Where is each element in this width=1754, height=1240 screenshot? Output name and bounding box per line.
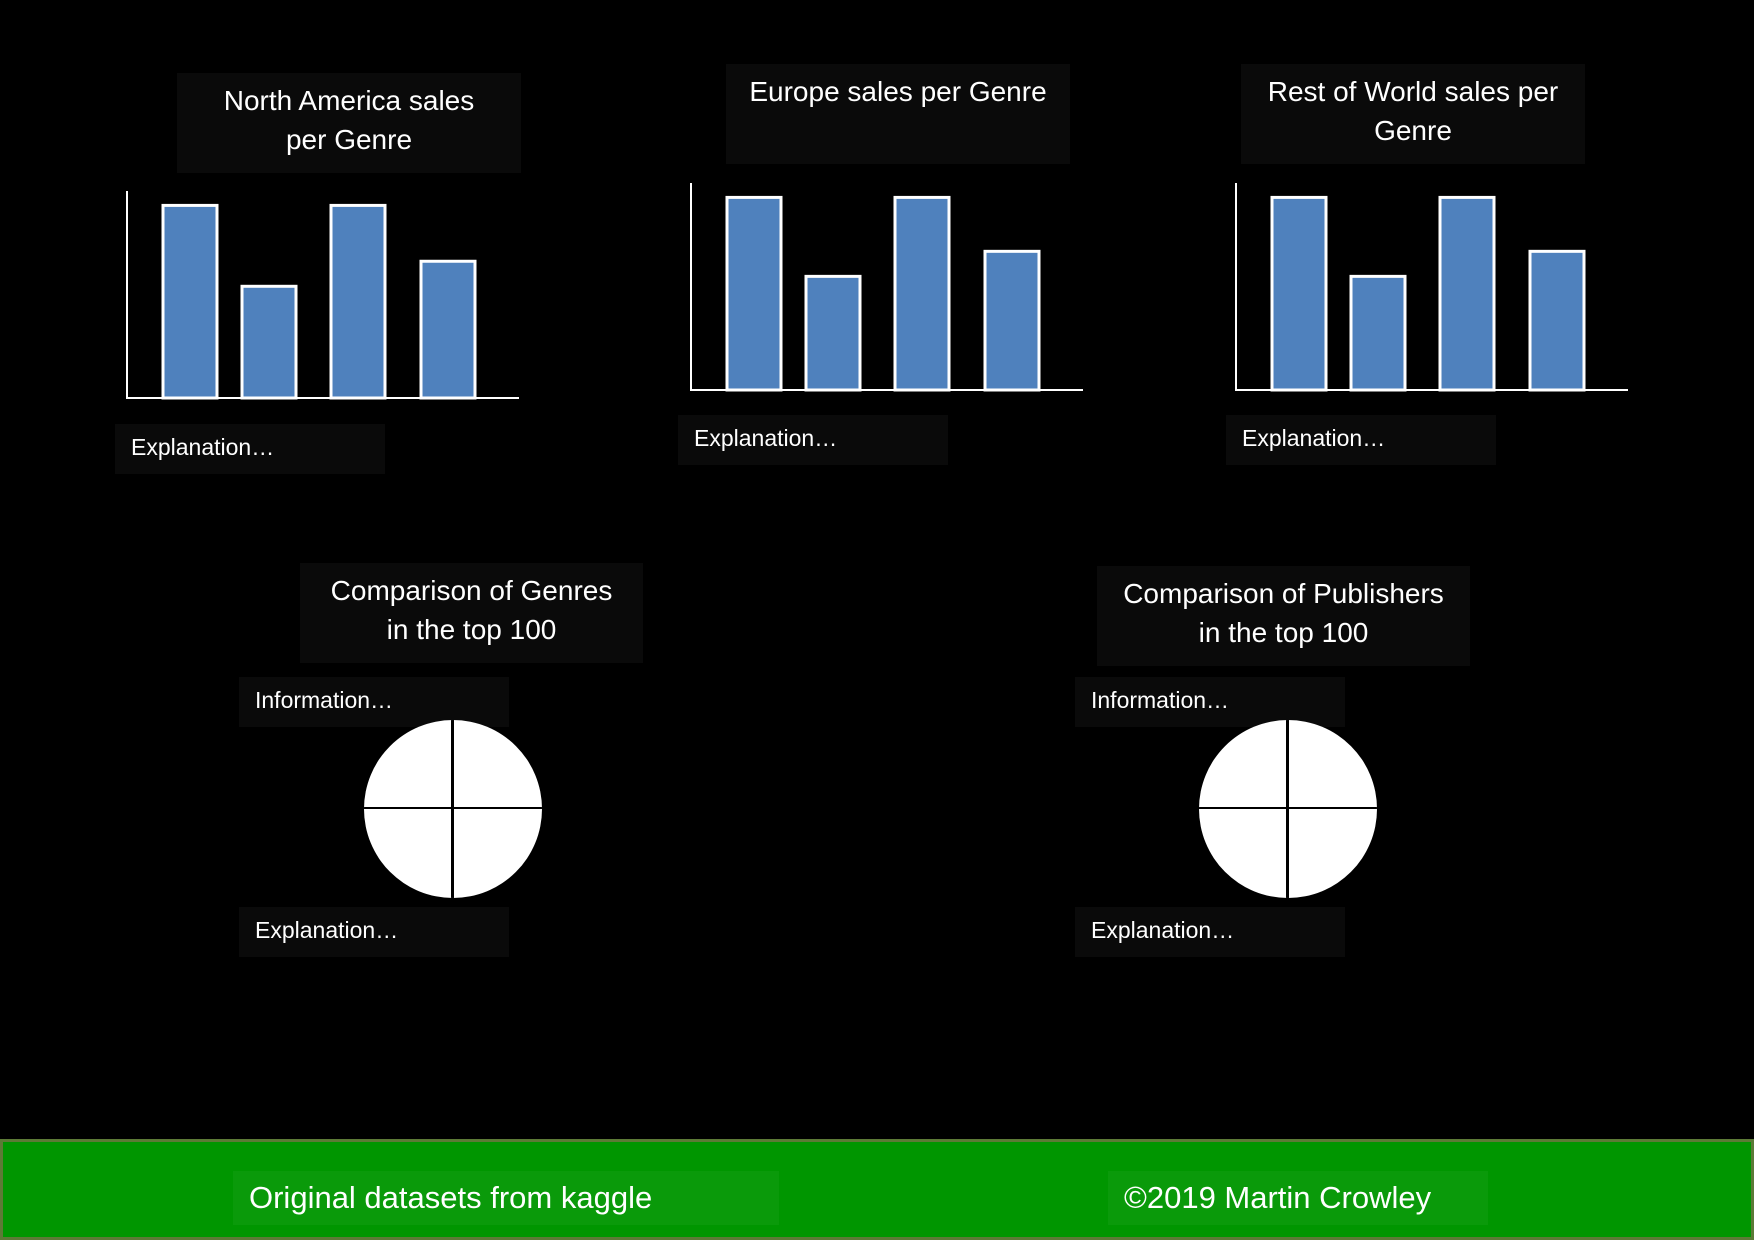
pie-information-genres: Information…	[239, 677, 509, 727]
chart-bar-2	[240, 284, 298, 400]
pie-title-publishers: Comparison of Publishers in the top 100	[1097, 566, 1470, 666]
chart-bar-3	[1438, 195, 1496, 392]
footer-bar: Original datasets from kaggle ©2019 Mart…	[0, 1139, 1754, 1240]
footer-right-box	[1108, 1171, 1488, 1225]
pie-explanation-genres: Explanation…	[239, 907, 509, 957]
chart-axes	[1235, 183, 1628, 391]
chart-explanation-europe: Explanation…	[678, 415, 948, 465]
footer-source-credit: Original datasets from kaggle	[249, 1180, 653, 1215]
chart-bar-2	[1349, 274, 1407, 392]
pie-chart-publishers	[1199, 720, 1377, 898]
chart-explanation-rest-of-world: Explanation…	[1226, 415, 1496, 465]
footer-copyright: ©2019 Martin Crowley	[1124, 1180, 1432, 1215]
chart-title-rest-of-world: Rest of World sales per Genre	[1241, 64, 1585, 164]
chart-bar-1	[1270, 195, 1328, 392]
bar-chart-north-america	[126, 191, 519, 400]
bar-chart-europe	[690, 183, 1083, 392]
pie-divider-horizontal	[1199, 807, 1377, 809]
chart-explanation-north-america: Explanation…	[115, 424, 385, 474]
chart-bar-3	[329, 203, 387, 400]
pie-information-publishers: Information…	[1075, 677, 1345, 727]
bar-chart-rest-of-world	[1235, 183, 1628, 392]
chart-bar-4	[983, 249, 1041, 392]
chart-axes	[690, 183, 1083, 391]
chart-bar-4	[1528, 249, 1586, 392]
chart-title-europe: Europe sales per Genre	[726, 64, 1070, 164]
pie-divider-horizontal	[364, 807, 542, 809]
chart-bar-4	[419, 259, 477, 400]
pie-chart-genres	[364, 720, 542, 898]
pie-divider-vertical	[451, 720, 454, 898]
chart-title-north-america: North America sales per Genre	[177, 73, 521, 173]
pie-title-genres: Comparison of Genres in the top 100	[300, 563, 643, 663]
pie-divider-vertical	[1286, 720, 1289, 898]
chart-bar-2	[804, 274, 862, 392]
footer-left-box	[233, 1171, 779, 1225]
chart-bar-3	[893, 195, 951, 392]
chart-bar-1	[725, 195, 783, 392]
pie-explanation-publishers: Explanation…	[1075, 907, 1345, 957]
chart-bar-1	[161, 203, 219, 400]
chart-axes	[126, 191, 519, 399]
